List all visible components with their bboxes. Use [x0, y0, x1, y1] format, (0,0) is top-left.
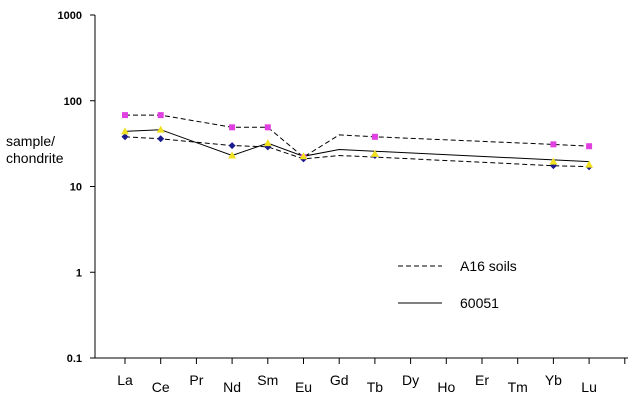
series-lines — [124, 114, 590, 168]
data-point-diamond — [157, 135, 165, 143]
data-point-square — [550, 141, 557, 148]
data-point-triangle — [121, 127, 129, 135]
y-tick-label: 100 — [64, 96, 82, 108]
data-point-square — [157, 112, 164, 119]
data-point-square — [229, 124, 236, 131]
x-tick-label: Ho — [437, 379, 455, 395]
x-tick-label: Yb — [545, 372, 562, 388]
y-tick-label: 1000 — [58, 10, 82, 22]
x-tick-label: Dy — [402, 372, 419, 388]
legend: A16 soils 60051 — [398, 258, 517, 311]
data-point-square — [264, 124, 271, 131]
x-tick-label: La — [117, 372, 133, 388]
data-point-square — [586, 143, 593, 150]
data-point-square — [371, 133, 378, 140]
data-point-triangle — [263, 139, 272, 147]
x-tick-label: Nd — [223, 379, 241, 395]
x-tick-label: Eu — [295, 379, 312, 395]
data-point-triangle — [370, 149, 379, 157]
series-line — [124, 136, 590, 168]
y-axis-label: sample/ chondrite — [6, 133, 64, 167]
data-point-diamond — [228, 142, 236, 150]
y-tick-labels: 0.1 1 10 100 1000 — [58, 10, 82, 365]
data-point-triangle — [585, 160, 594, 168]
y-tick-label: 1 — [76, 267, 82, 279]
data-point-triangle — [549, 157, 558, 165]
legend-label: 60051 — [460, 295, 499, 311]
data-point-square — [122, 112, 128, 119]
data-point-diamond — [121, 133, 129, 141]
x-tick-label: Gd — [330, 372, 349, 388]
x-tick-label: Lu — [581, 379, 597, 395]
y-axis-label-line-2: chondrite — [6, 150, 64, 166]
data-point-triangle — [228, 151, 237, 159]
y-axis-label-line-1: sample/ — [6, 133, 56, 149]
series-line — [125, 114, 590, 158]
x-tick-label: Tm — [508, 379, 528, 395]
x-tick-label: Ce — [152, 379, 170, 395]
data-markers — [121, 112, 594, 171]
data-point-triangle — [156, 125, 165, 133]
series-line — [124, 129, 590, 163]
data-point-triangle — [299, 152, 308, 160]
x-tick-label: Tb — [367, 379, 384, 395]
y-tick-label: 0.1 — [67, 353, 82, 365]
x-tick-label: Sm — [257, 372, 278, 388]
y-tick-label: 10 — [70, 182, 82, 194]
x-tick-labels: La Ce Pr Nd Sm Eu Gd Tb Dy Ho Er Tm Yb Lu — [117, 372, 597, 395]
legend-label: A16 soils — [460, 258, 517, 274]
chart-axes — [90, 14, 628, 364]
x-tick-label: Pr — [189, 372, 203, 388]
x-tick-label: Er — [475, 372, 489, 388]
